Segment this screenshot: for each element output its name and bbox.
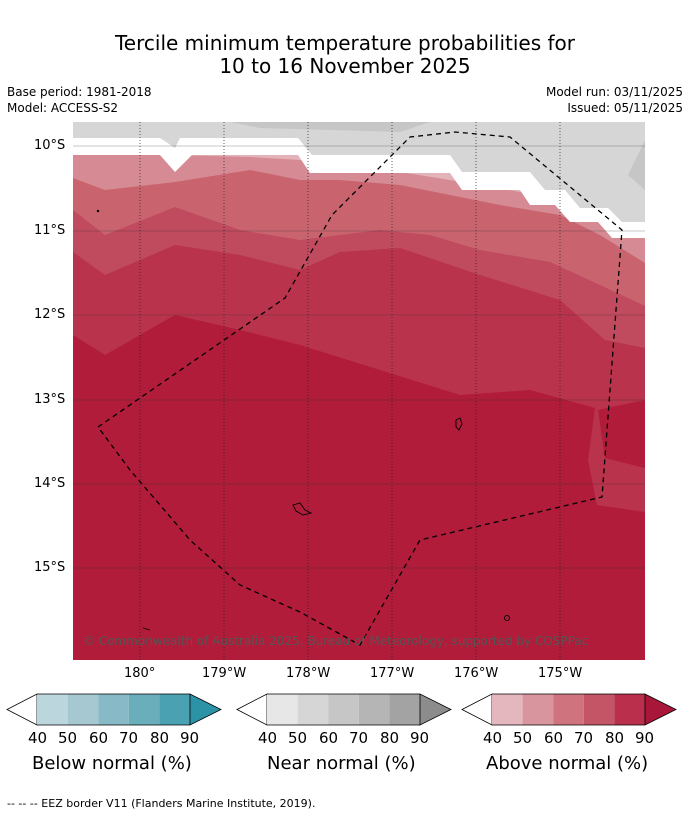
- legend-near-swatch-2: [297, 694, 329, 725]
- legend-near-swatch-1: [267, 694, 298, 725]
- legend-near-arrow-right: [419, 693, 452, 726]
- lon-label-178w: 178°W: [286, 666, 331, 681]
- copyright-notice: © Commonwealth of Australia 2025, Bureau…: [83, 634, 588, 648]
- legend-above-title: Above normal (%): [486, 753, 649, 774]
- legend-near-normal: [236, 693, 452, 726]
- legend-near-tick-70: 70: [349, 729, 369, 747]
- legend-above-arrow-left: [461, 693, 493, 726]
- island-small-east: [504, 615, 510, 621]
- legend-near-arrow-left: [236, 693, 268, 726]
- above-normal-90-cell: [598, 400, 645, 468]
- base-period: Base period: 1981-2018: [7, 85, 152, 99]
- islands: [96, 209, 510, 631]
- legend-below-tick-40: 40: [28, 729, 48, 747]
- legend-above-normal: [461, 693, 677, 726]
- legend-below-swatch-2: [67, 694, 99, 725]
- legend-near-tick-40: 40: [258, 729, 278, 747]
- legend-below-tick-80: 80: [150, 729, 170, 747]
- legend-above-swatch-2: [522, 694, 554, 725]
- legend-below-tick-60: 60: [89, 729, 109, 747]
- legend-near-tick-90: 90: [410, 729, 430, 747]
- legend-below-swatch-3: [98, 694, 129, 725]
- legend-near-swatch-3: [328, 694, 359, 725]
- lon-label-179w: 179°W: [202, 666, 247, 681]
- legend-above-swatch-5: [614, 694, 645, 725]
- legend-above-tick-70: 70: [574, 729, 594, 747]
- legend-near-tick-60: 60: [319, 729, 339, 747]
- legend-near-tick-50: 50: [288, 729, 308, 747]
- map-title-line-2: 10 to 16 November 2025: [219, 54, 471, 78]
- legend-below-normal: [6, 693, 222, 726]
- island-futuna: [292, 502, 313, 516]
- lat-label-15s: 15°S: [34, 560, 66, 575]
- issued-date: Issued: 05/11/2025: [567, 101, 683, 115]
- lat-label-10s: 10°S: [34, 138, 66, 153]
- legend-above-tick-90: 90: [635, 729, 655, 747]
- legend-below-tick-70: 70: [119, 729, 139, 747]
- legend-below-swatch-4: [128, 694, 160, 725]
- lat-label-13s: 13°S: [34, 392, 66, 407]
- island-uvea: [455, 417, 463, 431]
- legend-above-tick-40: 40: [483, 729, 503, 747]
- legend-above-tick-60: 60: [544, 729, 564, 747]
- legend-below-arrow-left: [6, 693, 38, 726]
- legend-near-title: Near normal (%): [267, 753, 416, 774]
- legend-above-arrow-right: [644, 693, 677, 726]
- lon-label-177w: 177°W: [370, 666, 415, 681]
- legend-near-swatch-4: [358, 694, 390, 725]
- legend-below-tick-50: 50: [58, 729, 78, 747]
- legend-above-tick-80: 80: [605, 729, 625, 747]
- legend-below-tick-90: 90: [180, 729, 200, 747]
- lat-label-12s: 12°S: [34, 307, 66, 322]
- legend-above-swatch-4: [583, 694, 615, 725]
- legend-above-swatch-3: [553, 694, 584, 725]
- island-small-west: [142, 627, 151, 631]
- legend-below-arrow-right: [189, 693, 222, 726]
- island-dot-north: [96, 209, 100, 213]
- lon-label-175w: 175°W: [538, 666, 583, 681]
- probability-fill: [73, 122, 645, 660]
- model-name: Model: ACCESS-S2: [7, 101, 119, 115]
- near-normal-50-region: [73, 122, 645, 222]
- legend-near-tick-80: 80: [380, 729, 400, 747]
- lon-label-176w: 176°W: [454, 666, 499, 681]
- legend-near-swatch-5: [389, 694, 420, 725]
- lon-label-180: 180°: [124, 666, 156, 681]
- graticule: [73, 145, 645, 569]
- legend-above-swatch-1: [492, 694, 523, 725]
- legend-above-tick-50: 50: [513, 729, 533, 747]
- map-title-line-1: Tercile minimum temperature probabilitie…: [114, 31, 576, 55]
- eez-border: [97, 131, 623, 646]
- legend-below-swatch-1: [37, 694, 68, 725]
- lat-label-14s: 14°S: [34, 476, 66, 491]
- near-normal-60-patch-east: [628, 140, 645, 190]
- legend-below-swatch-5: [159, 694, 190, 725]
- legend-below-title: Below normal (%): [32, 753, 192, 774]
- lat-label-11s: 11°S: [34, 223, 66, 238]
- model-run-date: Model run: 03/11/2025: [545, 85, 683, 99]
- eez-footnote: -- -- -- EEZ border V11 (Flanders Marine…: [7, 797, 316, 810]
- near-normal-60-patch: [230, 122, 430, 132]
